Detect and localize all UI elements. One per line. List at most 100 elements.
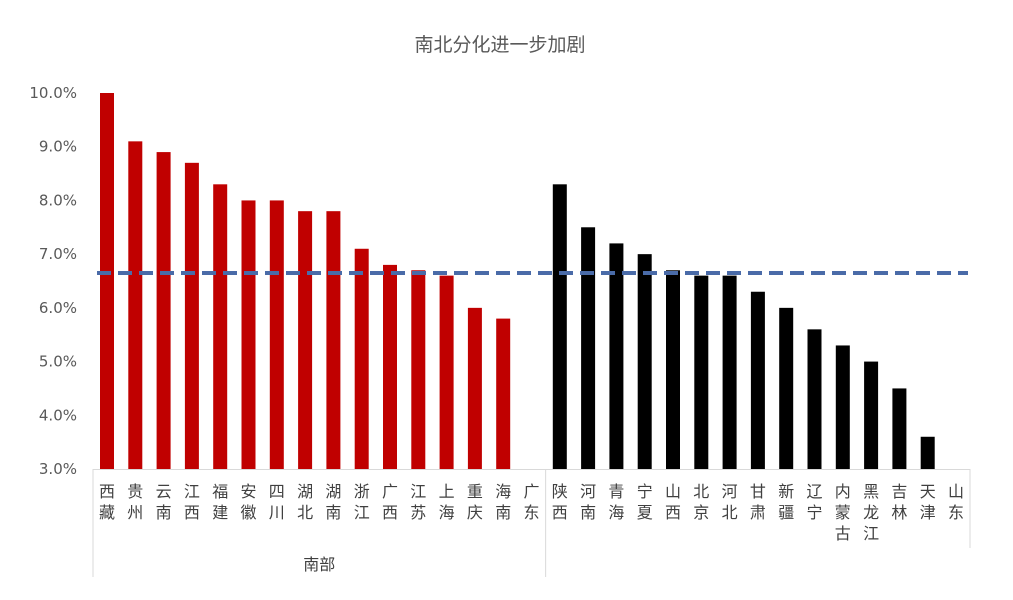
x-tick-label: 江 <box>863 524 879 543</box>
x-tick-label: 北 <box>722 503 738 522</box>
x-tick-label: 安 <box>240 482 256 501</box>
y-tick-label: 7.0% <box>39 245 77 263</box>
bar-山西 <box>666 270 680 469</box>
bar-浙江 <box>354 248 369 469</box>
x-tick-label: 东 <box>523 503 539 522</box>
bar-贵州 <box>128 141 143 470</box>
x-tick-label: 津 <box>920 503 936 522</box>
x-tick-label: 湖 <box>325 482 341 501</box>
x-tick-label: 湖 <box>297 482 313 501</box>
y-tick-label: 9.0% <box>39 138 77 156</box>
x-tick-label: 南 <box>156 503 172 522</box>
x-tick-label: 四 <box>269 482 285 501</box>
bar-海南 <box>496 318 511 469</box>
x-tick-label: 江 <box>354 503 370 522</box>
x-tick-label: 西 <box>184 503 200 522</box>
bar-甘肃 <box>750 291 765 469</box>
x-tick-label: 宁 <box>637 482 653 501</box>
x-tick-label: 西 <box>382 503 398 522</box>
bars <box>100 93 935 470</box>
bar-陕西 <box>552 184 567 470</box>
x-tick-label: 东 <box>948 503 964 522</box>
x-tick-label: 黑 <box>863 482 879 501</box>
bar-内蒙古 <box>835 345 850 469</box>
x-tick-label: 吉 <box>891 482 907 501</box>
x-tick-label: 川 <box>269 503 285 522</box>
x-tick-label: 云 <box>156 482 172 501</box>
x-tick-label: 新 <box>778 482 794 501</box>
bar-辽宁 <box>807 329 822 469</box>
bar-黑龙江 <box>864 361 879 469</box>
x-tick-label: 夏 <box>637 503 653 522</box>
bar-福建 <box>213 184 228 470</box>
x-tick-label: 山 <box>948 482 964 501</box>
x-tick-label: 海 <box>608 503 624 522</box>
x-tick-label: 西 <box>99 482 115 501</box>
x-tick-label: 江 <box>410 482 426 501</box>
y-tick-label: 10.0% <box>29 84 77 102</box>
bar-重庆 <box>467 307 482 469</box>
y-tick-label: 6.0% <box>39 299 77 317</box>
x-tick-label: 广 <box>382 482 398 501</box>
bar-江苏 <box>411 270 426 469</box>
chart-title: 南北分化进一步加剧 <box>414 34 585 56</box>
x-tick-label: 北 <box>297 503 313 522</box>
group-label: 南部 <box>303 555 335 574</box>
x-tick-label: 西 <box>665 503 681 522</box>
x-axis: 西藏贵州云南江西福建安徽四川湖北湖南浙江广西江苏上海重庆海南广东陕西河南青海宁夏… <box>92 469 971 577</box>
x-tick-label: 北 <box>693 482 709 501</box>
x-tick-label: 林 <box>891 503 907 522</box>
x-tick-label: 天 <box>920 482 936 501</box>
y-axis: 3.0% 4.0% 5.0% 6.0% 7.0% 8.0% 9.0% 10.0% <box>29 84 77 478</box>
x-tick-label: 西 <box>552 503 568 522</box>
x-tick-label: 龙 <box>863 503 879 522</box>
x-tick-label: 建 <box>212 503 228 522</box>
bar-广西 <box>383 264 397 469</box>
x-tick-label: 甘 <box>750 482 766 501</box>
x-tick-label: 京 <box>693 503 709 522</box>
x-tick-label: 南 <box>325 503 341 522</box>
x-tick-label: 江 <box>184 482 200 501</box>
bar-上海 <box>439 275 454 469</box>
x-tick-label: 州 <box>127 503 143 522</box>
bar-湖北 <box>298 211 313 469</box>
x-tick-label: 蒙 <box>835 503 851 522</box>
bar-青海 <box>609 243 624 469</box>
x-tick-label: 浙 <box>354 482 370 501</box>
bar-宁夏 <box>637 254 652 469</box>
bar-云南 <box>156 152 171 470</box>
y-tick-label: 3.0% <box>39 460 77 478</box>
bar-河南 <box>581 227 596 469</box>
x-tick-label: 河 <box>722 482 738 501</box>
x-tick-label: 辽 <box>806 482 822 501</box>
x-tick-label: 宁 <box>806 503 822 522</box>
x-tick-label: 福 <box>212 482 228 501</box>
x-tick-label: 山 <box>665 482 681 501</box>
bar-江西 <box>184 162 199 470</box>
x-tick-label: 徽 <box>240 503 256 522</box>
x-tick-label: 藏 <box>99 503 115 522</box>
x-tick-label: 广 <box>523 482 539 501</box>
x-tick-label: 陕 <box>552 482 568 501</box>
x-tick-label: 南 <box>495 503 511 522</box>
bar-河北 <box>722 275 737 469</box>
bar-西藏 <box>100 93 114 469</box>
x-tick-label: 庆 <box>467 503 483 522</box>
y-tick-label: 5.0% <box>39 353 77 371</box>
bar-安徽 <box>241 200 256 469</box>
bar-湖南 <box>326 211 341 469</box>
x-tick-label: 海 <box>495 482 511 501</box>
x-tick-label: 疆 <box>778 503 794 522</box>
y-tick-label: 4.0% <box>39 406 77 424</box>
bar-新疆 <box>779 307 794 469</box>
x-tick-label: 海 <box>439 503 455 522</box>
x-tick-label: 内 <box>835 482 851 501</box>
x-tick-label: 古 <box>835 524 851 543</box>
bar-四川 <box>269 200 284 469</box>
x-tick-label: 苏 <box>410 503 426 522</box>
x-tick-label: 贵 <box>127 482 143 501</box>
x-tick-label: 河 <box>580 482 596 501</box>
x-tick-label: 上 <box>439 482 455 501</box>
